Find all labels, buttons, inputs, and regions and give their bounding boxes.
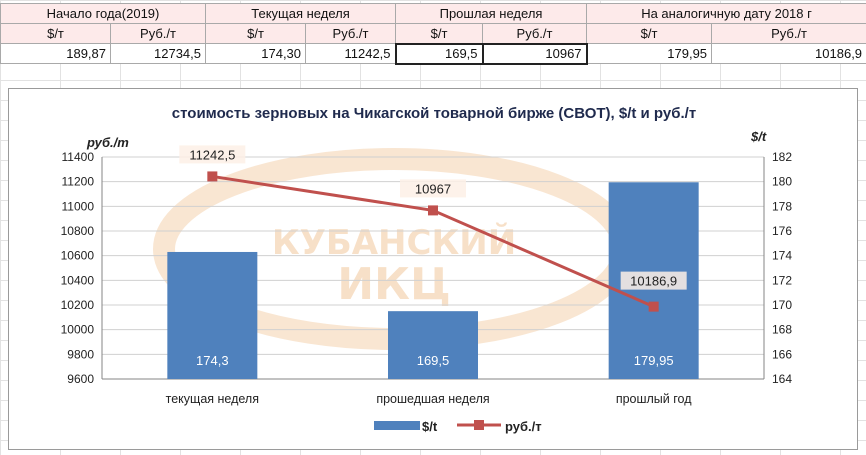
unit-cell[interactable]: $/т xyxy=(205,23,307,44)
y2-tick-label: 168 xyxy=(772,323,792,337)
line-value-label: 11242,5 xyxy=(189,147,235,162)
table-header-row: Начало года(2019) Текущая неделя Прошлая… xyxy=(0,3,866,24)
y-tick-label: 9600 xyxy=(67,372,94,386)
y2-tick-label: 180 xyxy=(772,175,792,189)
y2-axis-label: $/t xyxy=(750,129,767,144)
legend-bar-swatch xyxy=(374,421,420,430)
unit-cell[interactable]: $/т xyxy=(586,23,713,44)
bar xyxy=(388,311,478,379)
unit-cell[interactable]: $/т xyxy=(0,23,111,44)
y-tick-label: 10200 xyxy=(61,298,95,312)
legend: $/t руб./т xyxy=(374,419,542,434)
chart-area[interactable]: КУБАНСКИЙ ИКЦ стоимость зерновых на Чика… xyxy=(8,88,858,450)
unit-cell[interactable]: Руб./т xyxy=(711,23,866,44)
unit-cell[interactable]: Руб./т xyxy=(482,23,588,44)
y-tick-label: 10600 xyxy=(61,249,95,263)
y-tick-label: 10800 xyxy=(61,224,95,238)
legend-bar-label: $/t xyxy=(422,419,438,434)
y2-tick-label: 176 xyxy=(772,224,792,238)
x-category-label: прошлый год xyxy=(616,392,692,406)
table-units-row: $/т Руб./т $/т Руб./т $/т Руб./т $/т Руб… xyxy=(0,23,866,44)
line-series: 11242,5 10967 10186,9 xyxy=(179,145,687,312)
value-cell[interactable]: 189,87 xyxy=(0,43,111,64)
y-tick-label: 11400 xyxy=(62,150,95,164)
bar-value-label: 174,3 xyxy=(196,353,229,368)
line-value-label: 10967 xyxy=(415,181,451,196)
value-cell[interactable]: 174,30 xyxy=(205,43,307,64)
unit-cell[interactable]: Руб./т xyxy=(109,23,207,44)
watermark-text-1: КУБАНСКИЙ xyxy=(272,222,516,263)
y2-tick-label: 170 xyxy=(772,298,792,312)
y2-tick-label: 178 xyxy=(772,199,792,213)
y-axis-label: руб./т xyxy=(86,135,129,150)
y2-tick-label: 172 xyxy=(772,273,792,287)
value-cell-selected[interactable]: 10967 xyxy=(481,42,588,65)
header-current-week[interactable]: Текущая неделя xyxy=(205,3,397,24)
y-tick-label: 10400 xyxy=(61,273,95,287)
legend-line-label: руб./т xyxy=(505,419,542,434)
chart-svg: КУБАНСКИЙ ИКЦ стоимость зерновых на Чика… xyxy=(61,105,793,434)
bar-value-label: 179,95 xyxy=(634,353,674,368)
chart-title: стоимость зерновых на Чикагской товарной… xyxy=(172,105,696,122)
x-category-label: прошедшая неделя xyxy=(376,392,489,406)
y2-tick-label: 164 xyxy=(772,372,792,386)
line-value-label: 10186,9 xyxy=(630,274,677,289)
y2-tick-label: 166 xyxy=(772,347,792,361)
y2-tick-label: 182 xyxy=(772,150,792,164)
y-tick-label: 11000 xyxy=(62,199,95,213)
summary-table: Начало года(2019) Текущая неделя Прошлая… xyxy=(0,3,866,65)
header-last-week[interactable]: Прошлая неделя xyxy=(395,3,588,24)
watermark-text-2: ИКЦ xyxy=(337,259,451,310)
bar xyxy=(167,251,258,379)
legend-line-marker xyxy=(474,420,484,430)
line-point xyxy=(648,301,659,312)
line-label-bg xyxy=(400,179,466,198)
value-cell[interactable]: 10186,9 xyxy=(711,43,866,64)
category-labels: текущая неделя прошедшая неделя прошлый го… xyxy=(166,392,693,406)
table-values-row: 189,87 12734,5 174,30 11242,5 169,5 1096… xyxy=(0,42,866,65)
line-point xyxy=(428,205,438,216)
line-label-bg xyxy=(179,145,246,164)
unit-cell[interactable]: $/т xyxy=(395,23,484,44)
line-label-bg xyxy=(620,271,687,290)
y2-axis-ticks: 164 166 168 170 172 174 176 178 180 182 xyxy=(772,150,792,386)
y2-tick-label: 174 xyxy=(772,249,792,263)
y-tick-label: 10000 xyxy=(61,323,95,337)
header-same-date-2018[interactable]: На аналогичную дату 2018 г xyxy=(586,3,866,24)
header-start-of-year[interactable]: Начало года(2019) xyxy=(0,3,207,24)
x-category-label: текущая неделя xyxy=(166,392,259,406)
value-cell[interactable]: 179,95 xyxy=(586,43,713,64)
bar-value-label: 169,5 xyxy=(417,353,450,368)
value-cell[interactable]: 11242,5 xyxy=(305,43,397,64)
unit-cell[interactable]: Руб./т xyxy=(305,23,397,44)
y-tick-label: 11200 xyxy=(62,175,95,189)
y-tick-label: 9800 xyxy=(67,347,94,361)
value-cell[interactable]: 12734,5 xyxy=(109,43,207,64)
value-cell-selected[interactable]: 169,5 xyxy=(394,42,484,65)
y-axis-ticks: 9600 9800 10000 10200 10400 10600 10800 11000 11… xyxy=(61,150,95,386)
line-point xyxy=(207,171,218,182)
